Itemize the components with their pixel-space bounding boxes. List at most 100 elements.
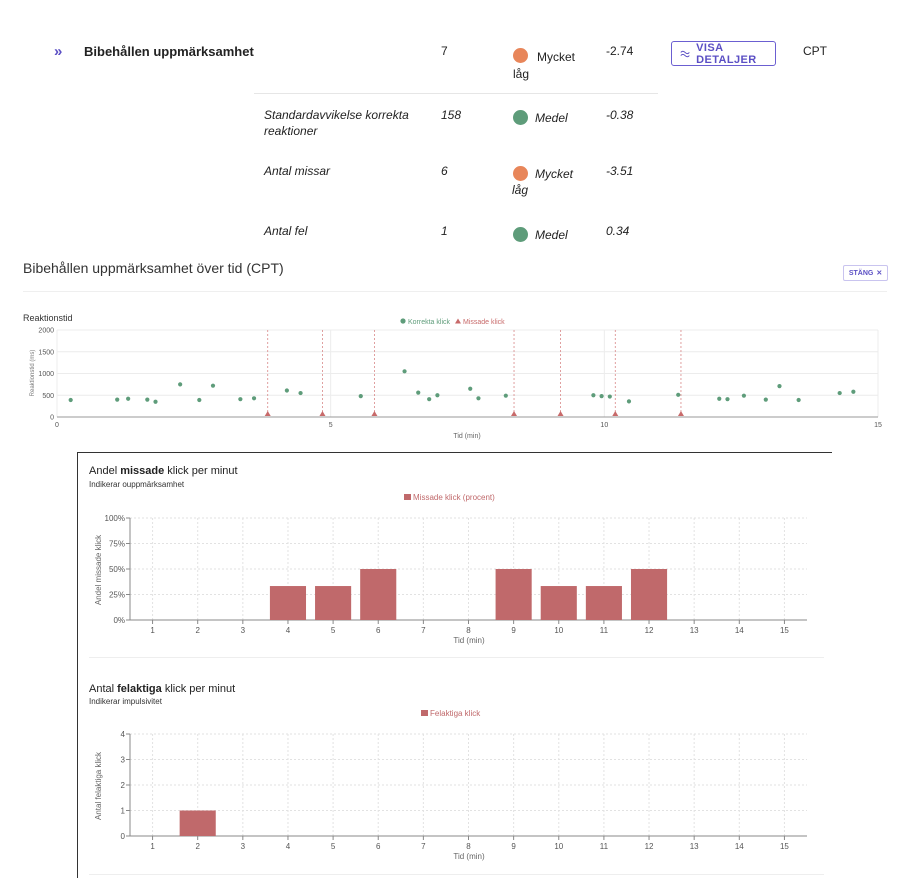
reaction-time-chart: Reaktionstid Korrekta klick Missade klic… <box>23 313 882 440</box>
x-tick-label: 10 <box>554 842 563 851</box>
x-tick-label: 0 <box>55 422 59 429</box>
x-tick-label: 2 <box>195 626 200 635</box>
grid <box>56 329 879 418</box>
x-tick-label: 14 <box>735 626 744 635</box>
main-row-level-line2: låg <box>513 67 530 81</box>
x-tick-label: 4 <box>286 626 291 635</box>
correct-click-point <box>238 397 243 402</box>
x-tick-label: 14 <box>735 842 744 851</box>
y-tick-label: 500 <box>42 393 54 400</box>
panel-left-border <box>77 452 78 878</box>
sub-row-level-line1: Medel <box>535 111 568 125</box>
x-tick-label: 15 <box>874 422 882 429</box>
x-tick-label: 3 <box>241 842 246 851</box>
correct-click-point <box>251 396 257 401</box>
chart-title: Reaktionstid <box>23 313 73 323</box>
x-tick-label: 15 <box>780 626 789 635</box>
section-divider <box>23 291 887 292</box>
missed-click-marker <box>264 411 271 416</box>
main-row-level-line1: Mycket <box>537 50 576 64</box>
bar <box>585 586 622 620</box>
sub-row-value: 1 <box>441 224 448 238</box>
x-tick-label: 8 <box>466 842 471 851</box>
y-tick-label: 100% <box>105 514 125 523</box>
correct-click-point <box>851 389 856 394</box>
correct-click-point <box>626 399 632 404</box>
x-tick-label: 6 <box>376 626 381 635</box>
correct-click-point <box>468 386 473 391</box>
x-tick-label: 5 <box>331 626 336 635</box>
correct-click-point <box>298 390 303 396</box>
missed-title-pre: Andel <box>89 465 121 477</box>
level-indicator-dot <box>513 48 528 63</box>
x-tick-label: 10 <box>600 422 608 429</box>
x-axis-label: Tid (min) <box>453 433 480 440</box>
x-tick-label: 3 <box>241 626 246 635</box>
y-tick-label: 50% <box>109 565 125 574</box>
x-tick-label: 10 <box>554 626 563 635</box>
legend-missed-label: Missade klick (procent) <box>413 493 495 502</box>
correct-click-point <box>284 388 289 393</box>
x-tick-label: 12 <box>645 626 654 635</box>
correct-click-point <box>676 392 681 397</box>
correct-click-point <box>591 393 596 398</box>
level-indicator-dot <box>513 110 528 125</box>
sub-row-value: 158 <box>441 108 462 122</box>
bar <box>540 586 577 620</box>
x-tick-label: 13 <box>690 842 699 851</box>
missed-click-marker <box>557 411 564 416</box>
sub-row-level-line2: låg <box>512 183 529 197</box>
x-tick-label: 6 <box>376 842 381 851</box>
missed-click-marker <box>511 411 518 416</box>
missed-click-marker <box>371 411 378 416</box>
correct-click-point <box>725 397 730 402</box>
missed-chart-subtitle: Indikerar ouppmärksamhet <box>89 480 185 489</box>
missed-click-marker <box>612 411 619 416</box>
bar <box>495 569 532 620</box>
incorrect-clicks-chart: Felaktiga klick Antal felaktiga klick Ti… <box>94 709 807 861</box>
legend-correct-label: Korrekta klick <box>408 319 451 326</box>
bar <box>269 586 307 620</box>
close-button[interactable]: STÄNG ✕ <box>843 265 888 281</box>
sub-row-label-line2: reaktioner <box>264 124 318 138</box>
correct-click-point <box>435 393 440 398</box>
legend-errors-swatch <box>421 710 428 716</box>
missed-title-post: klick per minut <box>164 465 238 477</box>
show-details-button[interactable]: VISA DETALJER <box>671 41 776 66</box>
correct-click-point <box>358 394 363 399</box>
chart-divider <box>89 874 824 875</box>
main-row-label: Bibehållen uppmärksamhet <box>84 44 254 59</box>
errors-title-pre: Antal <box>89 683 118 695</box>
correct-click-point <box>153 399 158 404</box>
sub-row-label-line1: Standardavvikelse korrekta <box>264 108 409 122</box>
sub-row-score: 0.34 <box>606 224 630 238</box>
x-tick-label: 4 <box>286 842 291 851</box>
bar <box>179 810 216 836</box>
correct-click-point <box>476 396 481 401</box>
errors-chart-title: Antal felaktiga klick per minut <box>89 683 235 695</box>
level-indicator-dot <box>513 227 528 242</box>
y-tick-label: 0 <box>50 415 54 422</box>
y-tick-label: 0 <box>121 832 126 841</box>
correct-click-point <box>763 397 768 402</box>
y-tick-label: 2 <box>121 781 126 790</box>
main-row-test: CPT <box>803 44 827 58</box>
y-tick-label: 1000 <box>38 371 54 378</box>
y-axis-label: Antal felaktiga klick <box>94 751 103 820</box>
y-tick-label: 75% <box>109 540 125 549</box>
y-tick-label: 3 <box>121 756 126 765</box>
legend-correct-marker <box>400 318 406 324</box>
sub-row-score: -3.51 <box>606 164 634 178</box>
correct-click-point <box>197 397 202 403</box>
legend-missed-label: Missade klick <box>463 319 505 326</box>
x-axis-label: Tid (min) <box>453 852 485 861</box>
x-axis-label: Tid (min) <box>453 636 485 645</box>
correct-click-point <box>796 397 801 403</box>
y-tick-label: 1 <box>121 807 126 816</box>
y-tick-label: 2000 <box>38 328 54 335</box>
expand-row-icon[interactable]: » <box>54 43 63 60</box>
correct-click-point <box>599 394 604 399</box>
missed-click-marker <box>677 411 684 416</box>
panel-top-border <box>77 452 832 453</box>
legend-errors-label: Felaktiga klick <box>430 709 481 718</box>
